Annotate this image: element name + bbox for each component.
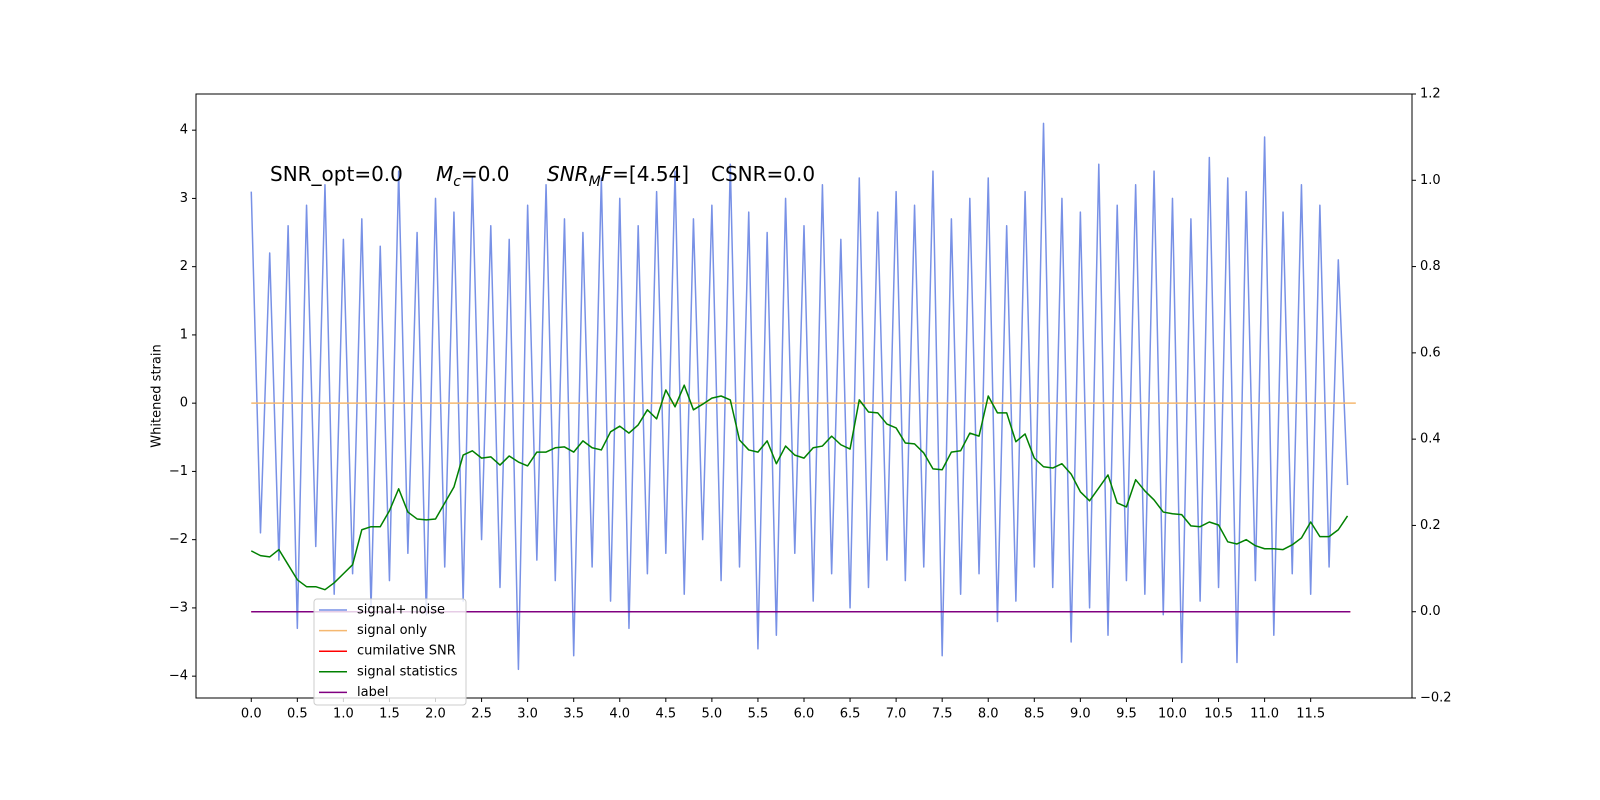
x-tick-label: 1.5 [379, 707, 400, 722]
y-tick-label: −3 [169, 600, 188, 615]
legend-label: signal only [357, 623, 427, 638]
y-tick-label: 0 [180, 396, 188, 411]
x-tick-label: 3.0 [517, 707, 538, 722]
annotation-part: =0.0 [461, 162, 510, 186]
y2-tick-label: 0.8 [1420, 259, 1441, 274]
x-tick-label: 9.5 [1116, 707, 1137, 722]
x-tick-label: 0.0 [241, 707, 262, 722]
annotation-part: M [436, 162, 453, 186]
y2-tick-label: 0.2 [1420, 518, 1441, 533]
y-tick-label: −1 [169, 464, 188, 479]
series-line [250, 122, 1349, 671]
y2-tick-label: 0.4 [1420, 432, 1441, 447]
annotation-part: c [453, 174, 461, 190]
annotation: SNR_opt=0.0 [270, 162, 403, 186]
x-tick-label: 2.0 [425, 707, 446, 722]
x-tick-label: 6.0 [794, 707, 815, 722]
x-tick-label: 5.0 [702, 707, 723, 722]
x-tick-label: 7.0 [886, 707, 907, 722]
x-tick-label: 10.0 [1158, 707, 1187, 722]
legend-label: cumilative SNR [357, 644, 456, 659]
x-tick-label: 6.5 [840, 707, 861, 722]
annotation: CSNR=0.0 [711, 162, 815, 186]
x-tick-label: 1.0 [333, 707, 354, 722]
x-tick-label: 9.0 [1070, 707, 1091, 722]
legend-box [313, 598, 467, 706]
x-tick-label: 0.5 [287, 707, 308, 722]
y-tick-label: −2 [169, 532, 188, 547]
annotation-part: F [601, 162, 613, 186]
x-tick-label: 7.5 [932, 707, 953, 722]
x-tick-label: 11.5 [1296, 707, 1325, 722]
x-tick-label: 4.5 [655, 707, 676, 722]
x-tick-label: 3.5 [563, 707, 584, 722]
x-tick-label: 8.0 [978, 707, 999, 722]
y2-tick-label: 1.2 [1420, 87, 1441, 102]
y-axis-label: Whitened strain [150, 344, 165, 447]
annotation: SNRMF=[4.54] [547, 162, 689, 190]
y-tick-label: 4 [180, 123, 188, 138]
annotation: Mc=0.0 [436, 162, 510, 190]
x-tick-label: 5.5 [748, 707, 769, 722]
legend-label: label [357, 685, 388, 700]
y-tick-label: 3 [180, 191, 188, 206]
legend-label: signal+ noise [357, 603, 445, 618]
annotation-part: M [589, 174, 601, 190]
y2-tick-label: −0.2 [1420, 691, 1452, 706]
annotation-part: SNR [547, 162, 589, 186]
x-tick-label: 2.5 [471, 707, 492, 722]
series-line [250, 384, 1349, 591]
y-tick-label: −4 [169, 669, 188, 684]
x-tick-label: 11.0 [1250, 707, 1279, 722]
y2-tick-label: 0.6 [1420, 345, 1441, 360]
y-tick-label: 1 [180, 327, 188, 342]
x-tick-label: 10.5 [1204, 707, 1233, 722]
y2-tick-label: 1.0 [1420, 173, 1441, 188]
annotation-part: =[4.54] [612, 162, 689, 186]
x-tick-label: 8.5 [1024, 707, 1045, 722]
y-tick-label: 2 [180, 259, 188, 274]
x-tick-label: 4.0 [609, 707, 630, 722]
y2-tick-label: 0.0 [1420, 604, 1441, 619]
legend-label: signal statistics [357, 664, 458, 679]
